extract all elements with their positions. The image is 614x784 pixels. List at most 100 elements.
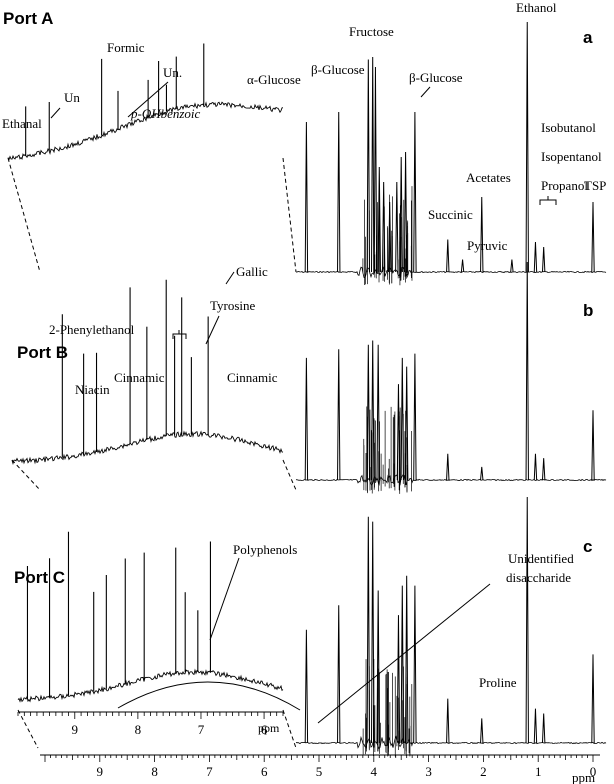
inset-baseline xyxy=(17,668,284,703)
inset-axis-tick-label: 7 xyxy=(198,722,205,737)
label-un-1: Un xyxy=(64,90,80,105)
spectrum-peak xyxy=(413,353,417,481)
inset-axis-tick-label: 8 xyxy=(135,722,142,737)
label-2-phenylethanol: 2-Phenylethanol xyxy=(49,322,135,337)
inset-c xyxy=(17,531,301,711)
label-proline: Proline xyxy=(479,675,517,690)
annotations-a: Ethanal Un Formic Un. p-OHbenzoic α-Gluc… xyxy=(2,0,606,253)
label-isopentanol: Isopentanol xyxy=(541,149,602,164)
connector-b-left xyxy=(11,459,41,491)
main-axis-tick-label: 2 xyxy=(480,764,487,779)
inset-axis-unit: ppm xyxy=(258,721,280,735)
connector-b-right xyxy=(282,459,297,491)
panel-title-b: Port B xyxy=(17,343,68,362)
label-beta-glucose-1: β-Glucose xyxy=(311,62,365,77)
pointer-beta-glucose-2 xyxy=(420,86,431,98)
main-axis-unit: ppm xyxy=(572,770,595,784)
label-isobutanol: Isobutanol xyxy=(541,120,596,135)
pointer-un-1 xyxy=(50,107,61,119)
spectrum-peak xyxy=(377,166,381,273)
spectrum-peak xyxy=(446,239,450,273)
spectrum-baseline xyxy=(295,265,607,279)
main-axis-tick-label: 6 xyxy=(261,764,268,779)
spectrum-peak xyxy=(337,111,341,273)
spectrum-peak xyxy=(400,585,404,744)
spectrum-peak xyxy=(533,708,538,744)
spectrum-peak xyxy=(413,111,417,273)
inset-axis-tick-label: 6 xyxy=(261,722,268,737)
spectrum-peak xyxy=(337,605,341,744)
label-fructose: Fructose xyxy=(349,24,394,39)
inset-axis-tick-label: 9 xyxy=(72,722,79,737)
spectrum-peak xyxy=(376,344,380,481)
panel-letter-b: b xyxy=(583,301,593,320)
spectrum-peak xyxy=(541,246,546,273)
connector-a-left xyxy=(7,157,41,273)
spectrum-peak xyxy=(373,66,378,273)
spectrum-peak xyxy=(480,196,484,273)
panel-letter-c: c xyxy=(583,537,592,556)
bracket-2-phenylethanol xyxy=(172,330,187,339)
spectrum-peak xyxy=(533,241,538,273)
main-axis-tick-label: 4 xyxy=(371,764,378,779)
label-propanol: Propanol xyxy=(541,178,588,193)
inset-baseline xyxy=(7,101,284,161)
inset-b xyxy=(11,279,284,466)
main-axis-tick-label: 8 xyxy=(151,764,158,779)
spectrum-peak xyxy=(446,698,450,744)
label-acetates: Acetates xyxy=(466,170,511,185)
spectrum-peak xyxy=(591,201,595,273)
annotations-c: Polyphenols Unidentified disaccharide Pr… xyxy=(209,542,574,724)
spectrum-peak xyxy=(525,261,529,481)
spectrum-peak xyxy=(446,453,450,481)
connector-c-left xyxy=(17,709,39,749)
connector-c-right xyxy=(282,709,297,749)
label-ethanal: Ethanal xyxy=(2,116,42,131)
label-disaccharide: disaccharide xyxy=(506,570,571,585)
spectrum-peak xyxy=(371,56,375,273)
spectrum-peak xyxy=(304,121,309,273)
label-succinic: Succinic xyxy=(428,207,473,222)
spectrum-peak xyxy=(541,713,546,744)
spectrum-peak xyxy=(396,615,401,744)
spectrum-peak xyxy=(371,340,375,481)
label-p-ohbenzoic: p-OHbenzoic xyxy=(130,106,201,121)
spectrum-peak xyxy=(510,259,514,273)
pointer-tyrosine xyxy=(205,315,220,345)
label-un-2: Un. xyxy=(163,65,182,80)
label-tsp: TSP xyxy=(584,178,606,193)
label-unidentified: Unidentified xyxy=(508,551,574,566)
spectrum-baseline xyxy=(295,474,607,486)
spectrum-peak xyxy=(395,181,399,273)
main-axis-tick-label: 0 xyxy=(590,764,597,779)
main-axis-tick-label: 5 xyxy=(316,764,323,779)
pointer-disaccharide xyxy=(317,583,491,724)
spectrum-peak xyxy=(304,629,309,744)
label-formic: Formic xyxy=(107,40,145,55)
pointer-un-2 xyxy=(127,81,169,118)
spectrum-peak xyxy=(366,59,371,273)
spectrum-peak xyxy=(413,585,417,744)
label-gallic: Gallic xyxy=(236,264,268,279)
spectrum-baseline xyxy=(295,735,607,750)
spectrum-peak xyxy=(541,458,546,481)
pointer-polyphenols xyxy=(209,557,240,641)
main-axis-tick-label: 1 xyxy=(535,764,542,779)
spectrum-peak xyxy=(371,521,375,744)
label-cinnamic-1: Cinnamic xyxy=(114,370,165,385)
spectrum-peak xyxy=(337,349,341,481)
label-pyruvic: Pyruvic xyxy=(467,238,508,253)
label-ethanol: Ethanol xyxy=(516,0,557,15)
spectrum-peak xyxy=(480,718,484,744)
spectrum-peak xyxy=(525,21,529,273)
label-niacin: Niacin xyxy=(75,382,110,397)
label-cinnamic-2: Cinnamic xyxy=(227,370,278,385)
spectrum-c xyxy=(295,496,607,757)
annotations-b: 2-Phenylethanol Gallic Tyrosine Niacin C… xyxy=(49,264,278,397)
spectrum-peak xyxy=(460,259,465,273)
panel-letter-a: a xyxy=(583,28,593,47)
main-axis-tick-label: 7 xyxy=(206,764,213,779)
spectrum-peak xyxy=(525,496,529,744)
